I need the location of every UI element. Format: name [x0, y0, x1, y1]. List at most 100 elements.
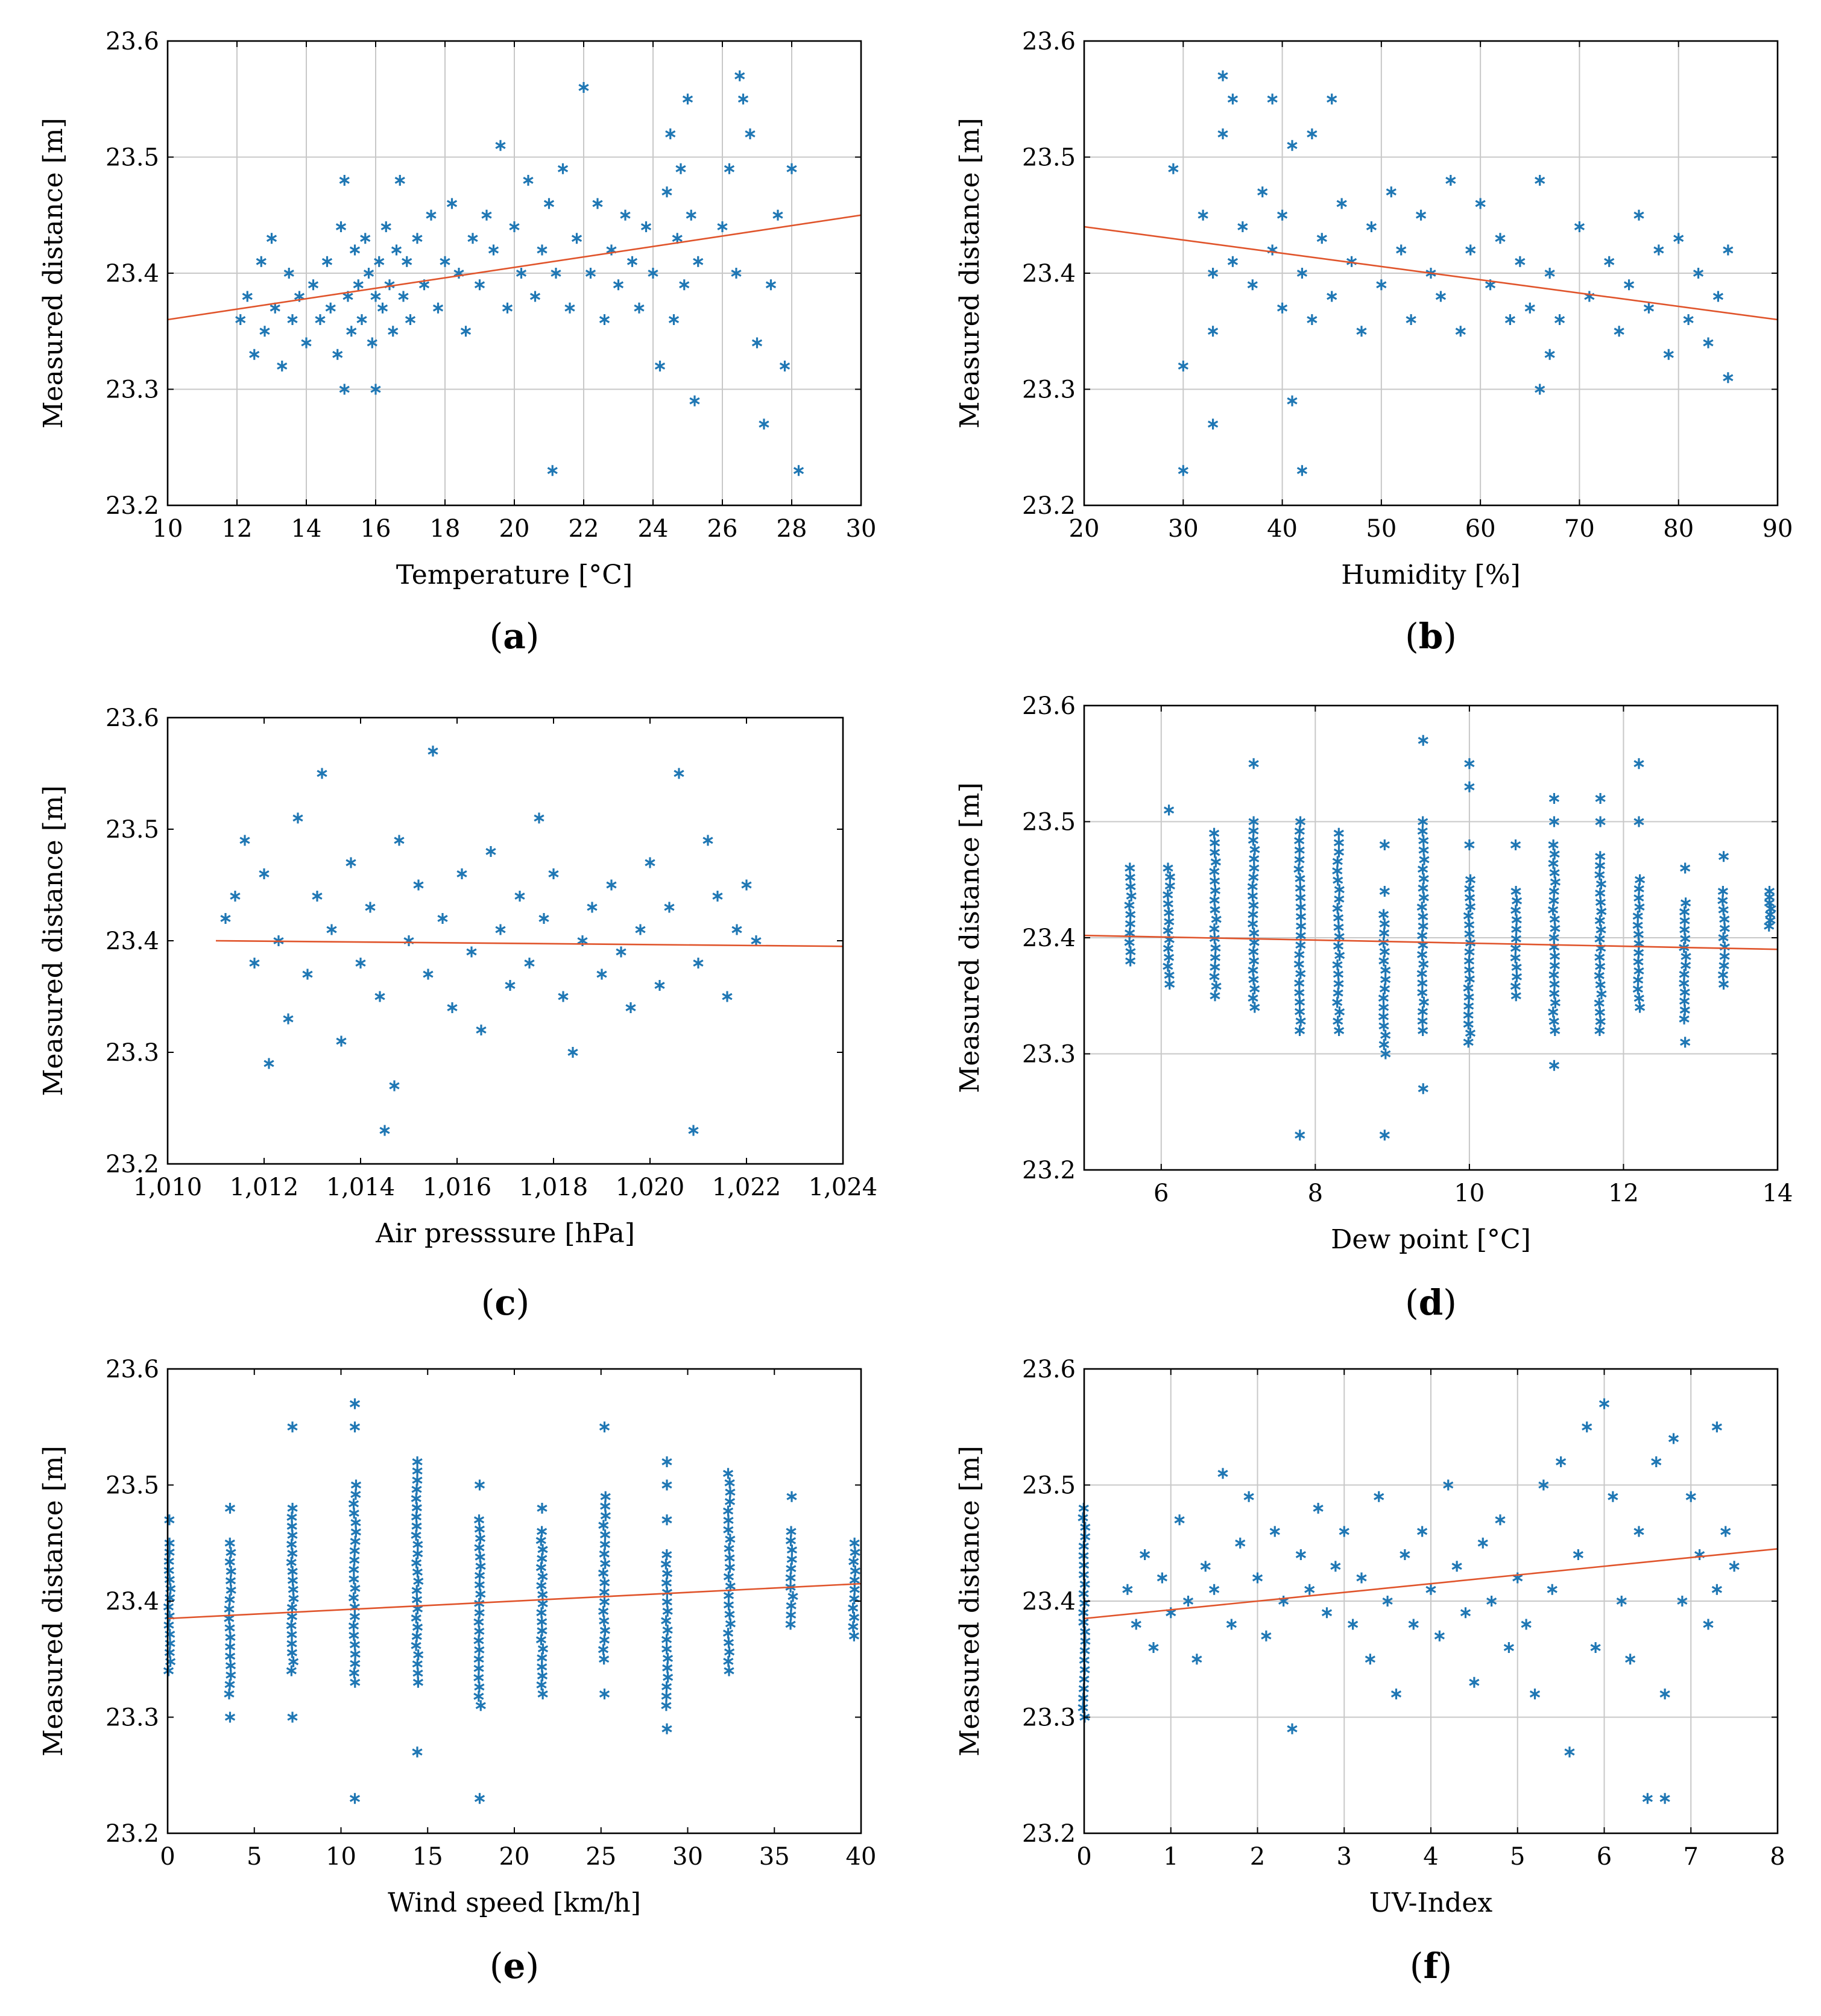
data-point — [1477, 1537, 1488, 1549]
data-point — [432, 302, 444, 314]
data-point — [411, 1493, 421, 1504]
x-axis-label: Dew point [°C] — [1331, 1224, 1531, 1255]
data-point — [1294, 987, 1305, 998]
y-tick-label: 23.3 — [1022, 1704, 1076, 1732]
data-point — [661, 1596, 672, 1608]
x-tick-label: 40 — [1267, 515, 1298, 543]
x-tick-label: 0 — [1076, 1843, 1091, 1871]
x-axis-label: Air presssure [hPa] — [375, 1218, 635, 1249]
data-point — [1396, 244, 1407, 256]
data-point — [557, 163, 569, 174]
data-point — [402, 256, 412, 267]
data-point — [1595, 851, 1606, 862]
data-point — [1217, 1468, 1228, 1479]
x-tick-label: 26 — [707, 515, 738, 543]
data-point — [1296, 268, 1308, 279]
data-point — [1703, 1619, 1714, 1630]
data-point — [475, 1561, 486, 1572]
x-axis-label: UV-Index — [1369, 1888, 1493, 1918]
x-tick-label: 15 — [412, 1843, 443, 1871]
data-point — [1668, 1433, 1679, 1444]
data-point — [360, 233, 371, 244]
data-point — [717, 221, 728, 232]
data-point — [1248, 964, 1258, 976]
data-point — [1595, 888, 1606, 899]
data-point — [1296, 920, 1307, 932]
y-tick-label: 23.4 — [106, 260, 159, 288]
x-tick-label: 8 — [1770, 1843, 1785, 1871]
data-point — [1380, 1048, 1391, 1060]
data-point — [1164, 970, 1175, 981]
data-point — [564, 302, 575, 314]
x-tick-label: 7 — [1684, 1843, 1699, 1871]
data-point — [1217, 70, 1228, 81]
data-point — [1595, 816, 1606, 827]
data-point — [326, 924, 337, 935]
x-axis-label: Humidity [%] — [1341, 560, 1520, 590]
data-point — [1633, 1526, 1644, 1537]
x-axis-label: Temperature [°C] — [396, 560, 633, 590]
data-point — [1510, 886, 1521, 897]
data-point — [1595, 878, 1607, 890]
data-point — [786, 1600, 797, 1611]
data-point — [599, 1421, 610, 1433]
data-point — [321, 256, 333, 267]
data-point — [349, 1545, 360, 1556]
data-point — [287, 314, 298, 325]
trend-line — [167, 1582, 862, 1620]
y-tick-label: 23.5 — [1022, 1472, 1076, 1500]
data-point — [1247, 881, 1258, 893]
data-point — [1378, 1039, 1389, 1051]
data-point — [1599, 1398, 1610, 1409]
data-point — [473, 1663, 484, 1674]
y-tick-label: 23.6 — [1022, 692, 1076, 720]
data-point — [1549, 960, 1561, 972]
data-point — [1529, 1689, 1541, 1699]
data-point — [661, 1700, 672, 1711]
data-point — [474, 1579, 485, 1591]
x-tick-label: 70 — [1564, 515, 1595, 543]
data-point — [1538, 1479, 1549, 1491]
y-tick-label: 23.3 — [1022, 376, 1076, 404]
data-point — [600, 1558, 611, 1569]
data-point — [537, 1643, 549, 1655]
data-point — [264, 1058, 274, 1069]
data-point — [1248, 825, 1259, 836]
data-point — [1295, 902, 1306, 913]
data-point — [1378, 937, 1389, 948]
data-point — [543, 198, 555, 209]
data-point — [1332, 959, 1343, 970]
x-tick-label: 50 — [1366, 515, 1397, 543]
data-point — [336, 1035, 347, 1047]
data-point — [1248, 974, 1259, 985]
data-point — [1390, 1689, 1402, 1699]
data-point — [1548, 886, 1559, 897]
data-point — [1418, 892, 1429, 903]
data-point — [1294, 844, 1305, 856]
data-point — [1249, 862, 1260, 874]
data-point — [1633, 975, 1644, 986]
data-point — [598, 1567, 609, 1579]
data-point — [1504, 314, 1516, 325]
data-point — [239, 835, 250, 846]
data-point — [348, 1592, 359, 1604]
data-point — [356, 314, 367, 325]
data-point — [599, 1577, 610, 1588]
data-point — [1673, 233, 1684, 244]
data-point — [1321, 1607, 1333, 1619]
data-point — [600, 1500, 611, 1512]
x-tick-label: 6 — [1154, 1180, 1169, 1207]
data-point — [1632, 911, 1643, 922]
data-point — [412, 1622, 423, 1633]
data-point — [391, 244, 402, 256]
x-tick-label: 6 — [1597, 1843, 1612, 1871]
chart-air-pressure: 1,010 1,012 1,014 1,016 1,018 1,020 1,022 1,024… — [38, 704, 877, 1323]
data-point — [474, 1793, 485, 1804]
x-tick-label: 1,012 — [230, 1174, 299, 1201]
data-point — [1550, 876, 1561, 888]
data-point — [723, 1637, 734, 1648]
data-point — [249, 349, 260, 360]
y-axis-label: Measured distance [m] — [38, 1446, 69, 1756]
data-point — [225, 1660, 236, 1672]
data-point — [230, 891, 241, 902]
